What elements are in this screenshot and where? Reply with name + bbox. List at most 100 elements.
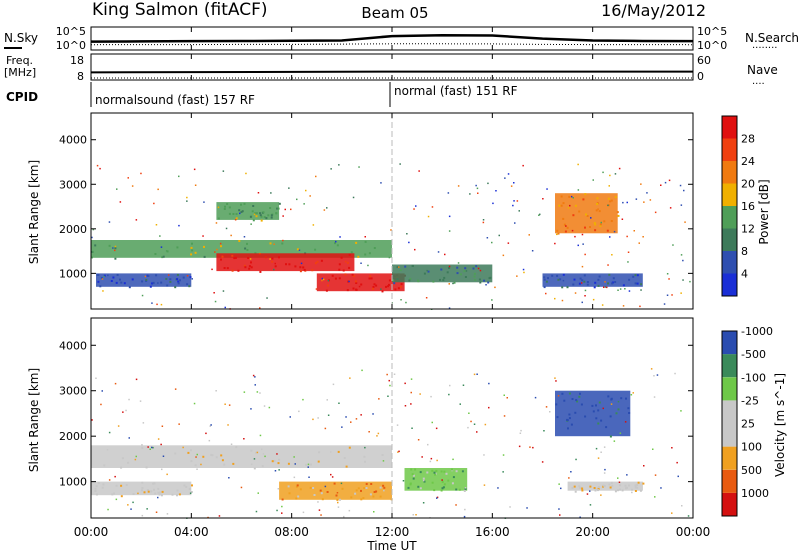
- velocity-cell: [273, 459, 276, 462]
- power-cell: [275, 212, 278, 215]
- velocity-scatter-cell: [597, 457, 600, 459]
- power-scatter-cell: [321, 277, 324, 280]
- power-scatter-cell: [574, 235, 576, 238]
- velocity-scatter-cell: [396, 424, 399, 426]
- velocity-cell: [422, 477, 425, 480]
- velocity-scatter-cell: [377, 432, 380, 435]
- power-cell: [616, 211, 619, 214]
- power-scatter-cell: [259, 307, 261, 309]
- velocity-scatter-cell: [600, 494, 602, 496]
- velocity-scatter-cell: [617, 477, 619, 479]
- velocity-cell: [297, 495, 300, 498]
- power-scatter-cell: [600, 221, 602, 224]
- power-scatter-cell: [348, 280, 350, 283]
- velocity-scatter-cell: [579, 516, 581, 518]
- power-scatter-cell: [668, 278, 670, 280]
- power-ytick-label: 3000: [59, 178, 87, 191]
- velocity-cell: [101, 486, 104, 489]
- power-cell: [578, 210, 581, 213]
- power-cell: [331, 274, 334, 277]
- velocity-scatter-cell: [277, 488, 280, 490]
- velocity-scatter-cell: [348, 509, 351, 512]
- power-cell: [350, 251, 353, 254]
- velocity-colorbar-segment: [722, 423, 737, 447]
- power-scatter-cell: [330, 168, 332, 170]
- power-scatter-cell: [485, 284, 487, 286]
- power-cell: [463, 270, 466, 273]
- velocity-cell: [313, 494, 316, 496]
- power-cell: [556, 229, 559, 232]
- velocity-scatter-cell: [643, 465, 645, 467]
- velocity-scatter-cell: [549, 411, 551, 413]
- velocity-cell: [567, 427, 569, 430]
- velocity-scatter-cell: [411, 427, 413, 429]
- noise-series-2: [90, 43, 694, 46]
- power-scatter-cell: [626, 201, 628, 204]
- power-scatter-cell: [303, 203, 305, 205]
- power-scatter-cell: [191, 278, 193, 280]
- power-cell: [607, 197, 610, 200]
- velocity-cell: [146, 489, 149, 491]
- power-scatter-cell: [469, 193, 471, 195]
- velocity-cell: [634, 486, 637, 489]
- velocity-scatter-cell: [228, 404, 231, 406]
- velocity-scatter-cell: [302, 398, 304, 401]
- power-scatter-cell: [479, 269, 482, 272]
- power-scatter-cell: [554, 297, 556, 300]
- power-scatter-cell: [273, 268, 275, 271]
- power-scatter-cell: [327, 279, 330, 282]
- power-cell: [388, 283, 390, 286]
- velocity-cell: [452, 476, 455, 479]
- power-scatter-cell: [561, 299, 564, 302]
- power-scatter-cell: [282, 215, 284, 217]
- power-cell: [128, 286, 131, 289]
- power-cell: [364, 240, 367, 243]
- power-scatter-cell: [427, 215, 430, 218]
- velocity-cell: [628, 484, 631, 487]
- power-scatter-cell: [178, 175, 180, 178]
- velocity-scatter-cell: [618, 481, 621, 483]
- power-cell: [586, 281, 589, 283]
- velocity-scatter-cell: [455, 504, 457, 506]
- power-colorbar-tick: 8: [741, 245, 748, 258]
- power-scatter-cell: [96, 164, 99, 167]
- power-cell: [572, 283, 575, 286]
- power-cell: [281, 242, 284, 245]
- power-cell: [392, 279, 395, 282]
- power-colorbar-tick: 24: [741, 155, 755, 168]
- velocity-cell: [566, 419, 569, 422]
- velocity-scatter-cell: [196, 453, 198, 456]
- velocity-scatter-cell: [252, 374, 255, 377]
- velocity-cell: [365, 487, 368, 489]
- velocity-scatter-cell: [378, 398, 380, 400]
- velocity-scatter-cell: [91, 419, 93, 421]
- velocity-scatter-cell: [317, 417, 319, 419]
- velocity-scatter-cell: [307, 463, 310, 466]
- power-cell: [344, 273, 347, 276]
- power-scatter-cell: [640, 289, 642, 291]
- velocity-cell: [637, 481, 640, 484]
- power-cell: [285, 263, 287, 266]
- power-cell: [162, 255, 165, 258]
- velocity-scatter-cell: [361, 369, 363, 372]
- velocity-scatter-cell: [463, 515, 466, 518]
- power-cell: [399, 269, 402, 272]
- velocity-scatter-cell: [114, 382, 117, 385]
- power-cell: [606, 229, 609, 232]
- velocity-scatter-cell: [337, 506, 340, 508]
- power-cell: [260, 219, 263, 222]
- velocity-cell: [636, 486, 639, 489]
- velocity-scatter-cell: [558, 508, 560, 510]
- velocity-cell: [194, 464, 197, 467]
- power-cell: [255, 215, 258, 218]
- power-cell: [423, 272, 426, 275]
- velocity-scatter-cell: [398, 450, 400, 453]
- velocity-scatter-cell: [137, 492, 139, 495]
- velocity-colorbar-segment: [722, 492, 737, 516]
- velocity-scatter-cell: [114, 475, 116, 478]
- velocity-cell: [150, 490, 153, 493]
- power-cell: [603, 220, 606, 223]
- power-cell: [408, 279, 411, 282]
- power-cell: [311, 269, 314, 272]
- power-scatter-cell: [577, 163, 579, 166]
